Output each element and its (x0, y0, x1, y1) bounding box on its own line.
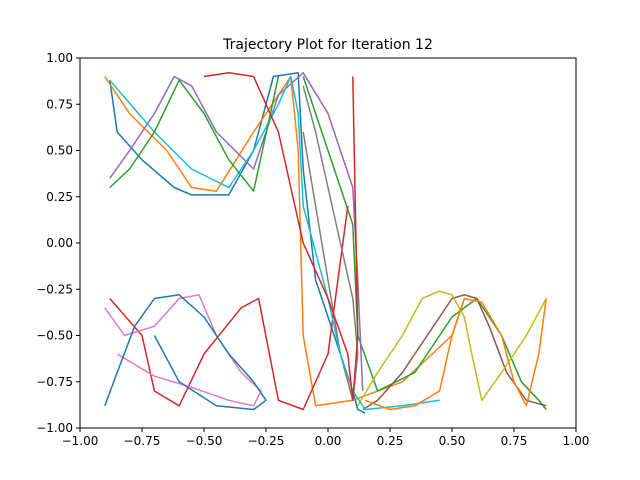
trajectory-line-3 (302, 76, 547, 410)
y-tick-label: −0.25 (36, 282, 73, 296)
x-tick-label: 0.75 (501, 434, 528, 448)
trajectory-line-9 (357, 290, 547, 407)
y-tick-label: −0.75 (36, 375, 73, 389)
y-tick-label: −0.50 (36, 329, 73, 343)
y-tick-label: 0.25 (46, 190, 73, 204)
y-axis: 1.00 0.75 0.50 0.25 0.00 −0.25 −0.50 −0.75 −1.00 (36, 51, 80, 435)
y-tick-label: 0.50 (46, 144, 73, 158)
y-tick-label: −1.00 (36, 421, 73, 435)
chart-title: Trajectory Plot for Iteration 12 (222, 37, 433, 53)
trajectory-line-11 (104, 294, 267, 411)
x-tick-label: −1.00 (62, 434, 99, 448)
x-tick-label: 0.00 (315, 434, 342, 448)
trajectory-line-13 (203, 72, 359, 402)
y-tick-label: 0.00 (46, 236, 73, 250)
x-axis: −1.00 −0.75 −0.50 −0.25 0.00 0.25 0.50 0.75 1.00 (62, 428, 590, 448)
trajectory-line-10 (109, 75, 440, 411)
x-tick-label: 0.25 (377, 434, 404, 448)
trajectory-line-7 (104, 294, 262, 407)
y-tick-label: 1.00 (46, 51, 73, 65)
trajectory-line-2 (104, 75, 466, 407)
trajectory-layer (104, 72, 547, 414)
y-tick-label: 0.75 (46, 97, 73, 111)
trajectory-line-8 (302, 85, 359, 402)
x-tick-label: −0.25 (248, 434, 285, 448)
trajectory-line-4 (109, 205, 349, 411)
x-tick-label: −0.75 (124, 434, 161, 448)
x-tick-label: 0.50 (439, 434, 466, 448)
trajectory-line-6 (362, 294, 547, 411)
x-tick-label: −0.50 (186, 434, 223, 448)
trajectory-line-12 (109, 76, 280, 192)
trajectory-line-14 (364, 297, 547, 411)
trajectory-line-5 (109, 72, 364, 392)
x-tick-label: 1.00 (563, 434, 590, 448)
